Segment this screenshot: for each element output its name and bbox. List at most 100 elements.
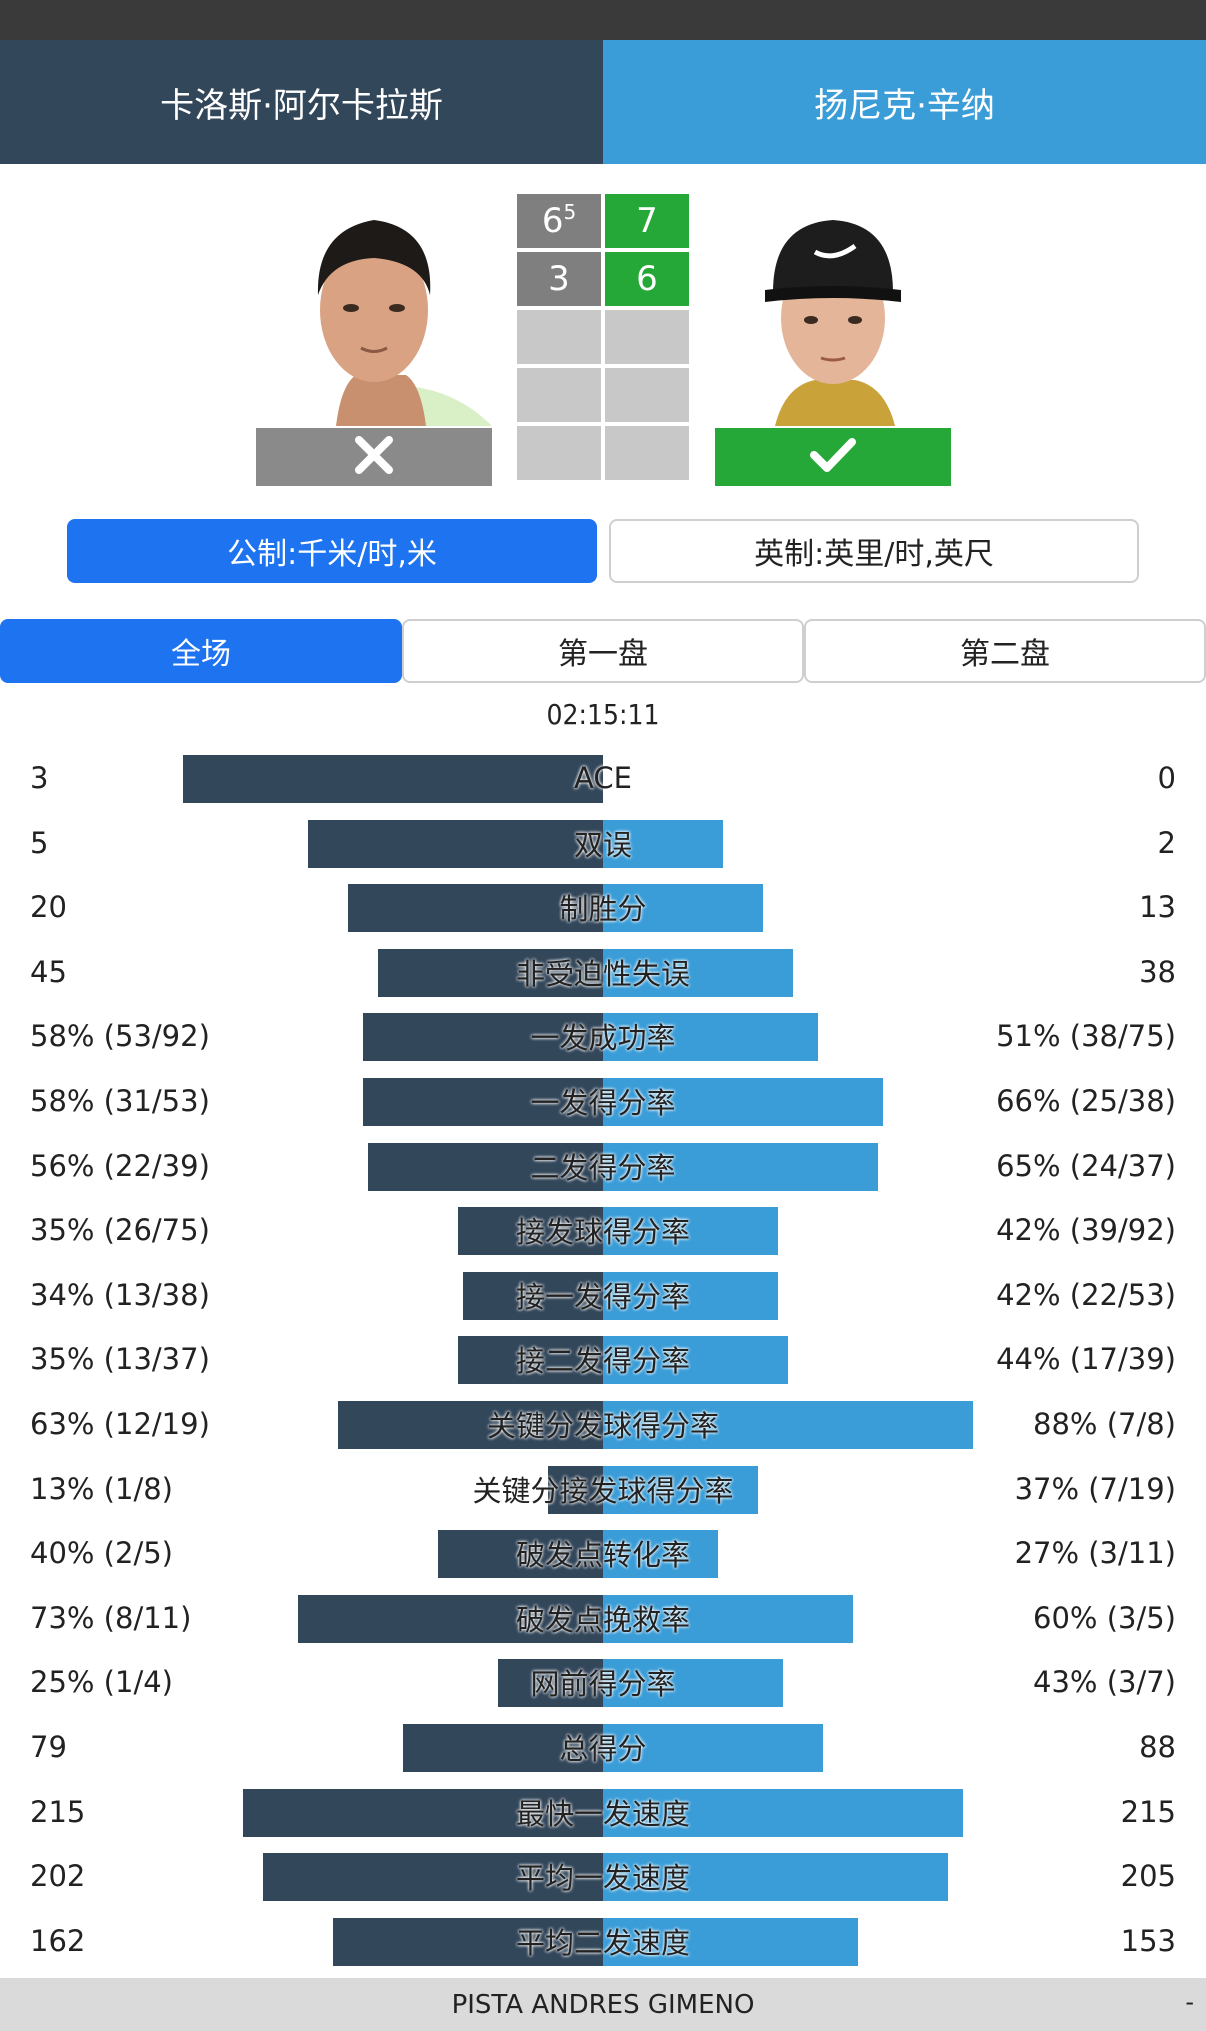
- player1-stat-bar: [363, 1013, 603, 1062]
- player1-stat-bar: [438, 1530, 603, 1579]
- player2-stat-value: 88% (7/8): [1033, 1406, 1176, 1441]
- player2-stat-bar: [603, 1594, 853, 1643]
- player2-stat-value: 66% (25/38): [996, 1083, 1176, 1118]
- player2-stat-value: 44% (17/39): [996, 1342, 1176, 1377]
- stat-row: 5 双误 2: [0, 811, 1206, 876]
- player2-stat-bar: [603, 1400, 973, 1449]
- stat-label: 非受迫性失误: [515, 956, 690, 991]
- player1-stat-value: 20: [30, 890, 67, 925]
- stat-row: 13% (1/8) 关键分接发球得分率 37% (7/19): [0, 1457, 1206, 1522]
- p2-set-2-score: 6: [605, 252, 689, 306]
- player1-stat-value: 56% (22/39): [30, 1148, 210, 1183]
- player1-stat-value: 202: [30, 1859, 86, 1894]
- player1-stat-bar: [308, 819, 603, 868]
- player2-stat-value: 43% (3/7): [1033, 1665, 1176, 1700]
- metric-unit-button[interactable]: 公制:千米/时,米: [67, 519, 597, 583]
- player2-stat-bar: [603, 1077, 883, 1126]
- stat-label: 双误: [573, 827, 632, 862]
- stat-label: 网前得分率: [530, 1667, 676, 1702]
- player1-stat-bar: [263, 1853, 603, 1902]
- stats-table: 3 ACE 0 5 双误 2 20 制胜分 13 45 非受迫性失误 38 58% (53/92) 一发成…: [0, 746, 1206, 1973]
- stat-row: 58% (53/92) 一发成功率 51% (38/75): [0, 1004, 1206, 1069]
- player1-stat-bar: [243, 1788, 603, 1837]
- player2-stat-bar: [603, 1788, 963, 1837]
- stat-row: 25% (1/4) 网前得分率 43% (3/7): [0, 1650, 1206, 1715]
- player1-stat-bar: [403, 1723, 603, 1772]
- player2-stat-bar: [603, 1271, 778, 1320]
- stat-label: 总得分: [559, 1731, 647, 1766]
- player1-stat-bar: [458, 1336, 603, 1385]
- stat-label: 接发球得分率: [515, 1215, 690, 1250]
- stat-label: 一发得分率: [530, 1085, 676, 1120]
- stat-label: 接一发得分率: [515, 1279, 690, 1314]
- stat-row: 79 总得分 88: [0, 1715, 1206, 1780]
- stat-label: 破发点转化率: [515, 1538, 690, 1573]
- player2-stat-value: 215: [1120, 1794, 1176, 1829]
- player2-stat-bar: [603, 948, 793, 997]
- tiebreak-score: 5: [563, 200, 577, 224]
- stat-row: 215 最快一发速度 215: [0, 1780, 1206, 1845]
- player2-stat-value: 2: [1157, 825, 1176, 860]
- player2-stat-value: 88: [1139, 1729, 1176, 1764]
- player1-stat-value: 58% (53/92): [30, 1019, 210, 1054]
- player1-stat-bar: [333, 1917, 603, 1966]
- player2-stat-value: 60% (3/5): [1033, 1600, 1176, 1635]
- player2-stat-value: 65% (24/37): [996, 1148, 1176, 1183]
- p2-set-1-score: 7: [605, 194, 689, 248]
- stat-row: 45 非受迫性失误 38: [0, 940, 1206, 1005]
- player2-stat-value: 13: [1139, 890, 1176, 925]
- player1-stat-value: 63% (12/19): [30, 1406, 210, 1441]
- player2-stat-bar: [603, 1530, 718, 1579]
- player1-stat-bar: [548, 1465, 603, 1514]
- player2-stat-bar: [603, 1659, 783, 1708]
- stat-row: 3 ACE 0: [0, 746, 1206, 811]
- tab-set-1[interactable]: 第一盘: [402, 619, 804, 683]
- player1-stat-bar: [458, 1207, 603, 1256]
- player2-stat-bar: [603, 1917, 858, 1966]
- player1-result-mark: [256, 428, 492, 486]
- stat-label: 关键分接发球得分率: [472, 1473, 734, 1508]
- player1-stat-value: 162: [30, 1923, 86, 1958]
- player1-stat-bar: [368, 1142, 603, 1191]
- player1-stat-value: 215: [30, 1794, 86, 1829]
- player1-stat-bar: [298, 1594, 603, 1643]
- stat-row: 63% (12/19) 关键分发球得分率 88% (7/8): [0, 1392, 1206, 1457]
- player1-stat-value: 13% (1/8): [30, 1471, 173, 1506]
- stat-label: 平均二发速度: [515, 1925, 690, 1960]
- player1-name[interactable]: 卡洛斯·阿尔卡拉斯: [0, 40, 603, 164]
- player2-stat-bar: [603, 1142, 878, 1191]
- player1-stat-bar: [378, 948, 603, 997]
- player2-photo: [715, 190, 951, 426]
- stat-label: 最快一发速度: [515, 1796, 690, 1831]
- stat-label: 平均一发速度: [515, 1861, 690, 1896]
- player1-stat-value: 35% (13/37): [30, 1342, 210, 1377]
- tab-set-2[interactable]: 第二盘: [804, 619, 1206, 683]
- player1-stat-value: 58% (31/53): [30, 1083, 210, 1118]
- player1-stat-bar: [338, 1400, 603, 1449]
- player2-stat-bar: [603, 1013, 818, 1062]
- player2-stat-bar: [603, 1207, 778, 1256]
- player1-stat-bar: [463, 1271, 603, 1320]
- stat-row: 162 平均二发速度 153: [0, 1909, 1206, 1974]
- tab-full-match[interactable]: 全场: [0, 619, 402, 683]
- p2-set-4-score: [605, 368, 689, 422]
- stat-label: 破发点挽救率: [515, 1602, 690, 1637]
- players-header: 卡洛斯·阿尔卡拉斯 扬尼克·辛纳: [0, 40, 1206, 164]
- player2-name[interactable]: 扬尼克·辛纳: [603, 40, 1206, 164]
- player1-stat-bar: [363, 1077, 603, 1126]
- player1-stat-value: 35% (26/75): [30, 1213, 210, 1248]
- player1-stat-value: 40% (2/5): [30, 1536, 173, 1571]
- footer-venue: PISTA ANDRES GIMENO -: [0, 1978, 1206, 2031]
- stat-row: 58% (31/53) 一发得分率 66% (25/38): [0, 1069, 1206, 1134]
- close-icon: [353, 434, 395, 480]
- player1-stat-value: 79: [30, 1729, 67, 1764]
- player2-stat-bar: [603, 884, 763, 933]
- stat-label: 制胜分: [559, 892, 647, 927]
- player2-stat-bar: [603, 1465, 758, 1514]
- stat-label: 一发成功率: [530, 1021, 676, 1056]
- imperial-unit-button[interactable]: 英制:英里/时,英尺: [609, 519, 1139, 583]
- player2-stat-value: 0: [1157, 761, 1176, 795]
- player1-stat-value: 3: [30, 761, 49, 795]
